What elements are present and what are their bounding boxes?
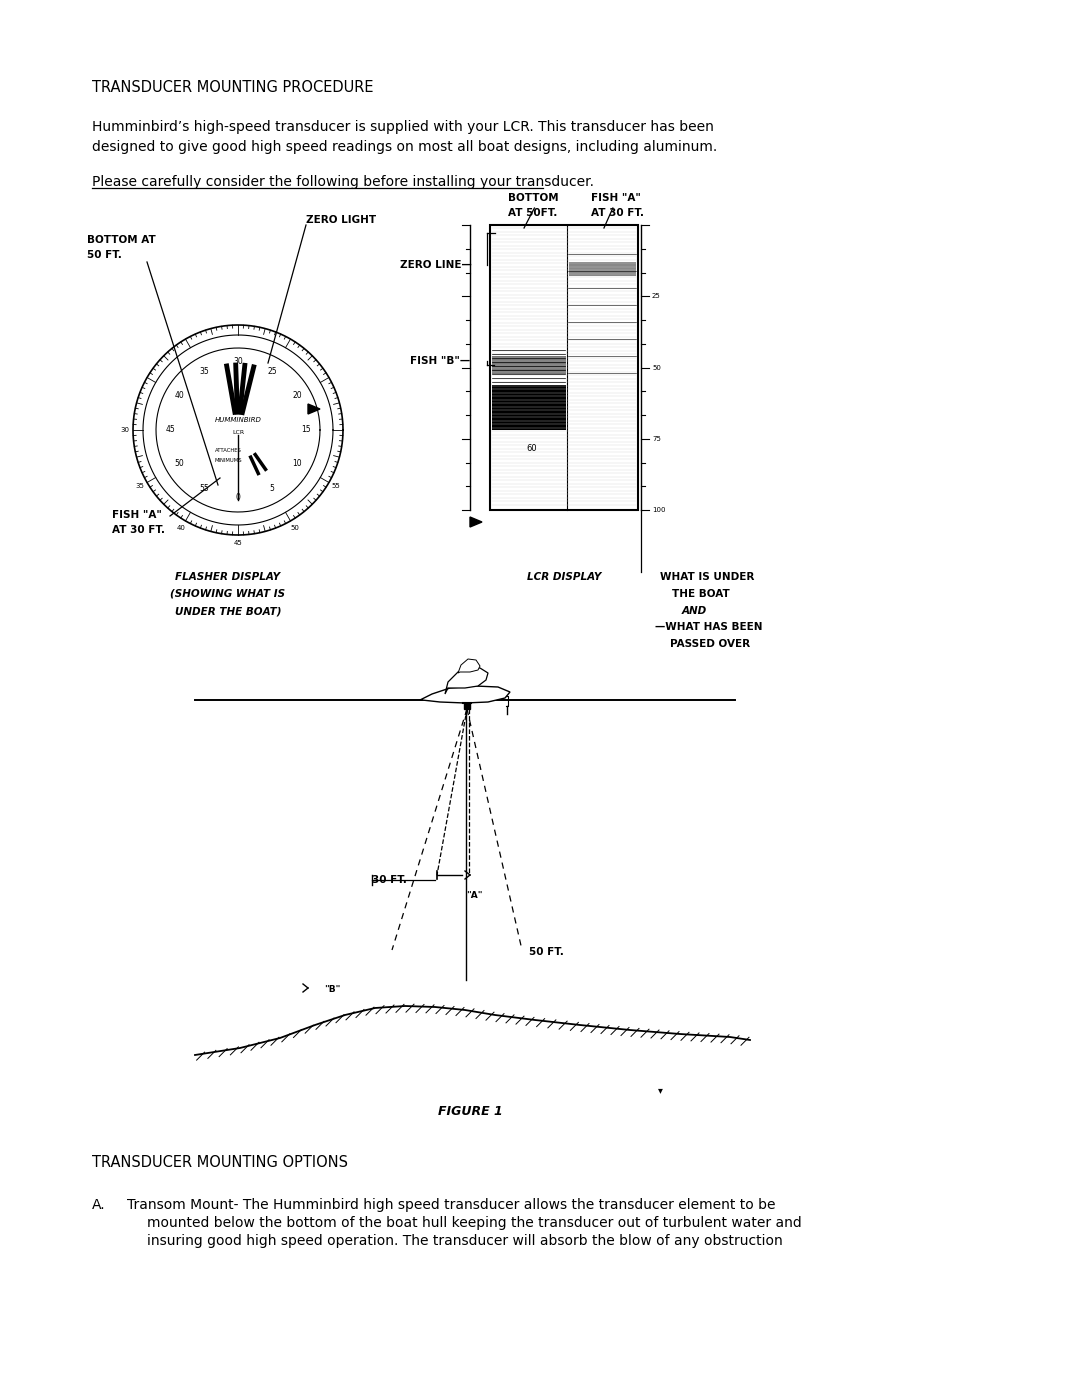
Text: 15: 15 (301, 426, 311, 434)
Text: ▾: ▾ (658, 1085, 662, 1095)
Bar (492, 356, 566, 374)
Text: 60: 60 (526, 444, 537, 453)
Text: designed to give good high speed readings on most all boat designs, including al: designed to give good high speed reading… (92, 140, 717, 154)
Text: BOTTOM AT: BOTTOM AT (87, 235, 156, 244)
Text: 55: 55 (199, 485, 208, 493)
Text: 45: 45 (233, 541, 242, 546)
Text: Please carefully consider the following before installing your transducer.: Please carefully consider the following … (92, 175, 594, 189)
Text: LCR DISPLAY: LCR DISPLAY (527, 571, 602, 583)
Text: A.: A. (92, 1199, 106, 1213)
Text: 50: 50 (652, 365, 661, 370)
Text: "B": "B" (324, 985, 340, 995)
Text: 45: 45 (165, 426, 175, 434)
Text: ZERO LIGHT: ZERO LIGHT (306, 215, 376, 225)
Text: 30: 30 (233, 358, 243, 366)
Text: FISH "A": FISH "A" (112, 510, 162, 520)
Text: 40: 40 (174, 391, 184, 401)
Text: 0: 0 (235, 493, 241, 503)
Text: 50 FT.: 50 FT. (529, 947, 564, 957)
Text: WHAT IS UNDER: WHAT IS UNDER (660, 571, 754, 583)
Text: 5: 5 (270, 485, 274, 493)
Text: AT 30 FT.: AT 30 FT. (591, 208, 644, 218)
Polygon shape (420, 686, 510, 703)
Text: 75: 75 (652, 436, 661, 441)
Text: "A": "A" (465, 891, 483, 900)
Polygon shape (308, 404, 320, 414)
Text: PASSED OVER: PASSED OVER (670, 638, 751, 650)
Text: LCR: LCR (232, 430, 244, 436)
Text: Transom Mount- The Humminbird high speed transducer allows the transducer elemen: Transom Mount- The Humminbird high speed… (127, 1199, 775, 1213)
Bar (490, 225, 638, 510)
Text: 20: 20 (292, 391, 301, 401)
Text: 50: 50 (174, 460, 184, 468)
Text: AT 50FT.: AT 50FT. (508, 208, 557, 218)
Text: AT 30 FT.: AT 30 FT. (112, 525, 165, 535)
Text: (SHOWING WHAT IS: (SHOWING WHAT IS (171, 590, 285, 599)
Text: FIGURE 1: FIGURE 1 (437, 1105, 502, 1118)
Text: MINIMUMS: MINIMUMS (214, 457, 242, 462)
Text: BOTTOM: BOTTOM (508, 193, 558, 203)
Text: FLASHER DISPLAY: FLASHER DISPLAY (175, 571, 281, 583)
Polygon shape (445, 666, 488, 694)
Text: 25: 25 (267, 366, 276, 376)
Bar (569, 263, 636, 277)
Text: ATTACHES: ATTACHES (215, 447, 242, 453)
Text: THE BOAT: THE BOAT (672, 590, 730, 599)
Text: insuring good high speed operation. The transducer will absorb the blow of any o: insuring good high speed operation. The … (147, 1234, 783, 1248)
Text: 35: 35 (199, 366, 208, 376)
Text: HUMMINBIRD: HUMMINBIRD (215, 416, 261, 423)
Text: mounted below the bottom of the boat hull keeping the transducer out of turbulen: mounted below the bottom of the boat hul… (147, 1215, 801, 1229)
Text: 55: 55 (332, 483, 340, 489)
Text: ZERO LINE—: ZERO LINE— (400, 260, 472, 270)
Text: 25: 25 (652, 293, 661, 299)
Text: 40: 40 (177, 525, 186, 531)
Text: AND: AND (681, 606, 707, 616)
Text: 35: 35 (136, 483, 145, 489)
Polygon shape (470, 517, 482, 527)
Text: 50: 50 (291, 525, 299, 531)
Text: —WHAT HAS BEEN: —WHAT HAS BEEN (654, 622, 762, 631)
Bar (492, 384, 566, 430)
Bar (464, 703, 470, 710)
Polygon shape (195, 1006, 750, 1076)
Text: Humminbird’s high-speed transducer is supplied with your LCR. This transducer ha: Humminbird’s high-speed transducer is su… (92, 120, 714, 134)
Text: 30 FT.: 30 FT. (372, 875, 407, 886)
Text: FISH "B"—: FISH "B"— (410, 356, 470, 366)
Text: TRANSDUCER MOUNTING OPTIONS: TRANSDUCER MOUNTING OPTIONS (92, 1155, 348, 1171)
Polygon shape (458, 659, 480, 673)
Text: 100: 100 (652, 507, 665, 513)
Text: TRANSDUCER MOUNTING PROCEDURE: TRANSDUCER MOUNTING PROCEDURE (92, 80, 374, 95)
Text: 50 FT.: 50 FT. (87, 250, 122, 260)
Text: FISH "A": FISH "A" (591, 193, 640, 203)
Text: 10: 10 (292, 460, 301, 468)
Text: 30: 30 (121, 427, 130, 433)
Text: UNDER THE BOAT): UNDER THE BOAT) (175, 606, 281, 616)
